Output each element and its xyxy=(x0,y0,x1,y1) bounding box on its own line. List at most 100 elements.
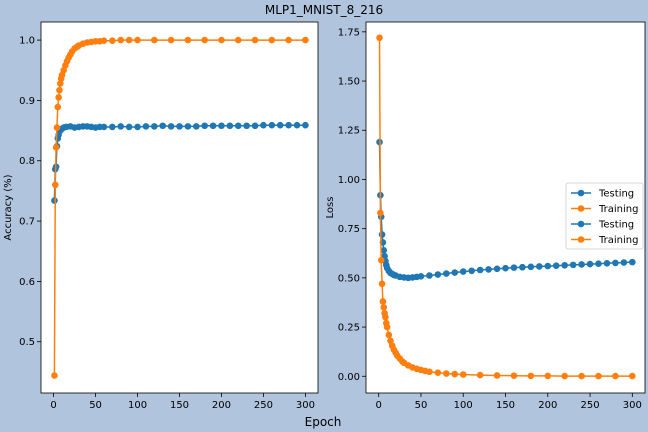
training-data-point xyxy=(527,372,535,380)
y-tick-label: 0.75 xyxy=(338,224,360,235)
testing-data-point xyxy=(201,122,208,130)
y-tick-label: 0.5 xyxy=(19,337,35,348)
training-data-point xyxy=(377,256,385,264)
training-data-point xyxy=(379,298,387,305)
testing-data-point xyxy=(603,259,611,267)
testing-data-point xyxy=(176,123,183,130)
plot-area xyxy=(40,21,319,394)
training-data-point xyxy=(53,124,61,131)
y-tick-label: 0.9 xyxy=(19,96,35,107)
training-data-point xyxy=(151,36,158,44)
y-tick-label: 1.50 xyxy=(338,77,360,88)
training-data-point xyxy=(595,372,602,380)
testing-data-point xyxy=(426,272,433,279)
testing-data-point xyxy=(378,231,386,238)
training-data-point xyxy=(426,368,433,376)
y-tick-label: 1.0 xyxy=(19,36,35,47)
testing-data-point xyxy=(268,121,276,129)
testing-data-point xyxy=(519,263,526,271)
testing-data-point xyxy=(159,122,167,130)
testing-data-point xyxy=(493,265,501,273)
testing-data-point xyxy=(595,260,602,267)
testing-data-point xyxy=(117,123,125,130)
x-tick-label: 100 xyxy=(454,400,473,411)
y-axis-label: Loss xyxy=(325,197,336,219)
testing-data-point xyxy=(293,121,301,129)
training-data-point xyxy=(51,372,58,379)
x-tick-label: 50 xyxy=(89,400,102,411)
training-data-point xyxy=(382,313,389,321)
training-data-point xyxy=(561,372,568,380)
training-data-point xyxy=(125,36,133,44)
training-data-point xyxy=(459,371,467,378)
testing-data-point xyxy=(243,122,250,130)
testing-data-point xyxy=(251,122,259,130)
testing-data-point xyxy=(527,263,535,271)
legend-label: Training xyxy=(598,235,638,246)
training-data-point xyxy=(56,86,63,94)
testing-data-point xyxy=(109,123,116,131)
x-tick-label: 300 xyxy=(296,400,315,411)
legend-label: Testing xyxy=(598,189,634,200)
testing-data-point xyxy=(569,261,577,269)
training-data-point xyxy=(218,36,225,44)
x-tick-label: 150 xyxy=(170,400,189,411)
training-data-point xyxy=(385,331,393,339)
testing-data-point xyxy=(302,121,309,129)
testing-data-point xyxy=(192,123,200,130)
testing-data-point xyxy=(417,272,425,280)
testing-data-point xyxy=(612,259,619,267)
testing-data-point xyxy=(459,268,467,275)
training-data-point xyxy=(51,181,59,189)
testing-data-point xyxy=(485,266,492,273)
testing-data-point xyxy=(151,123,158,130)
y-tick-label: 1.25 xyxy=(338,126,360,137)
y-tick-label: 0.7 xyxy=(19,217,35,228)
training-data-point xyxy=(377,209,384,217)
y-tick-label: 0.25 xyxy=(338,323,360,334)
testing-data-point xyxy=(434,271,442,278)
testing-data-point xyxy=(620,259,628,266)
y-tick-label: 1.75 xyxy=(338,27,360,38)
training-data-point xyxy=(184,36,192,44)
legend-marker xyxy=(577,236,585,243)
training-data-point xyxy=(383,323,391,331)
training-data-point xyxy=(251,36,259,44)
training-data-point xyxy=(302,36,309,44)
testing-data-point xyxy=(276,121,284,129)
testing-data-point xyxy=(285,121,292,129)
testing-data-point xyxy=(502,264,509,272)
testing-data-point xyxy=(536,263,543,270)
testing-data-point xyxy=(476,266,484,274)
legend-marker xyxy=(577,189,585,197)
training-data-point xyxy=(54,103,62,111)
x-tick-label: 250 xyxy=(580,400,599,411)
testing-data-point xyxy=(260,121,267,129)
figure-xlabel: Epoch xyxy=(305,415,342,429)
x-tick-label: 100 xyxy=(128,400,147,411)
legend-box xyxy=(565,182,644,250)
testing-data-point xyxy=(218,122,225,130)
x-tick-label: 0 xyxy=(375,400,381,411)
y-tick-label: 0.8 xyxy=(19,156,35,167)
training-data-point xyxy=(451,370,459,378)
training-data-point xyxy=(268,36,276,44)
training-data-point xyxy=(380,304,388,311)
testing-data-point xyxy=(586,260,594,268)
training-data-point xyxy=(578,372,585,380)
y-axis-label: Accuracy (%) xyxy=(3,174,14,240)
legend-marker xyxy=(577,205,585,212)
training-data-point xyxy=(117,36,125,44)
loss-legend: Testing Training Testing Training xyxy=(565,182,644,250)
accuracy-chart: 0 50 100 150 200 250 300 0.5 0.6 0.7 0.8 0.9 1.0 Accu… xyxy=(3,21,319,411)
training-data-point xyxy=(52,144,60,151)
training-data-point xyxy=(476,371,484,379)
testing-data-point xyxy=(209,122,217,130)
legend-marker xyxy=(577,220,585,228)
training-data-point xyxy=(544,372,552,380)
training-data-point xyxy=(285,36,292,44)
training-data-point xyxy=(234,36,242,44)
training-data-point xyxy=(55,94,62,101)
y-tick-label: 1.00 xyxy=(338,175,360,186)
training-data-point xyxy=(109,37,116,45)
